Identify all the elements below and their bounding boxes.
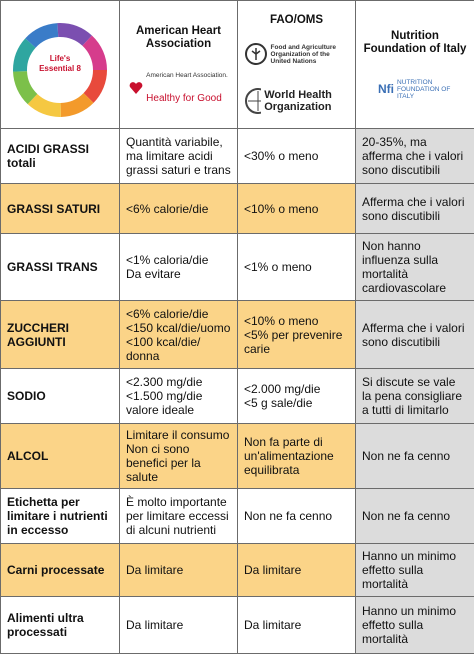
table-row: ZUCCHERI AGGIUNTI<6% calorie/die <150 kc… bbox=[1, 301, 474, 369]
table-cell: Non fa parte di un'alimentazione equilib… bbox=[238, 424, 356, 489]
table-cell: Da limitare bbox=[120, 544, 238, 597]
column-title: FAO/OMS bbox=[244, 14, 349, 27]
column-title: Nutrition Foundation of Italy bbox=[362, 30, 468, 56]
table-cell: <10% o meno bbox=[238, 184, 356, 234]
row-label: Etichetta per limitare i nutrienti in ec… bbox=[1, 489, 120, 544]
row-label: SODIO bbox=[1, 369, 120, 424]
table-cell: <30% o meno bbox=[238, 129, 356, 184]
les8-logo: Life's Essential 8 bbox=[10, 20, 110, 120]
table-cell: Non hanno influenza sulla mortalità card… bbox=[356, 234, 474, 301]
table-cell: Non ne fa cenno bbox=[356, 424, 474, 489]
table-cell: Limitare il consumo Non ci sono benefici… bbox=[120, 424, 238, 489]
table-cell: Da limitare bbox=[238, 544, 356, 597]
table-cell: Hanno un minimo effetto sulla mortalità bbox=[356, 544, 474, 597]
row-label: GRASSI TRANS bbox=[1, 234, 120, 301]
logo-text: Food and Agriculture Organization of the… bbox=[271, 44, 349, 65]
header-cell: FAO/OMS Food and Agriculture Organizatio… bbox=[238, 1, 356, 129]
table-cell: Non ne fa cenno bbox=[356, 489, 474, 544]
nfi-logo: Nfi NUTRITION FOUNDATION OF ITALY bbox=[362, 79, 468, 100]
row-label: Carni processate bbox=[1, 544, 120, 597]
nfi-icon: Nfi bbox=[378, 83, 394, 96]
table-row: GRASSI TRANS<1% caloria/die Da evitare<1… bbox=[1, 234, 474, 301]
table-row: SODIO<2.300 mg/die <1.500 mg/die valore … bbox=[1, 369, 474, 424]
row-label: ALCOL bbox=[1, 424, 120, 489]
table-cell: <6% calorie/die bbox=[120, 184, 238, 234]
header-row: Life's Essential 8 American Heart Associ… bbox=[1, 1, 474, 129]
row-label: ACIDI GRASSI totali bbox=[1, 129, 120, 184]
logo-text: NUTRITION FOUNDATION OF ITALY bbox=[397, 79, 452, 100]
logo-cell: Life's Essential 8 bbox=[1, 1, 120, 129]
table-cell: <10% o meno <5% per prevenire carie bbox=[238, 301, 356, 369]
table-cell: <6% calorie/die <150 kcal/die/uomo <100 … bbox=[120, 301, 238, 369]
who-logo: World Health Organization bbox=[244, 87, 349, 115]
header-cell: American Heart Association American Hear… bbox=[120, 1, 238, 129]
header-cell: Nutrition Foundation of Italy Nfi NUTRIT… bbox=[356, 1, 474, 129]
heart-icon bbox=[129, 81, 143, 95]
logo-small: American Heart Association. bbox=[146, 72, 228, 79]
table-cell: 20-35%, ma afferma che i valori sono dis… bbox=[356, 129, 474, 184]
who-icon bbox=[244, 87, 261, 115]
table-cell: Afferma che i valori sono discutibili bbox=[356, 301, 474, 369]
logo-text: Healthy for Good bbox=[146, 92, 228, 105]
table-cell: Non ne fa cenno bbox=[238, 489, 356, 544]
aha-logo: American Heart Association. Healthy for … bbox=[126, 72, 231, 105]
fao-logo: Food and Agriculture Organization of the… bbox=[244, 42, 349, 66]
row-label: GRASSI SATURI bbox=[1, 184, 120, 234]
table-cell: <1% o meno bbox=[238, 234, 356, 301]
logo-text: Life's Essential 8 bbox=[32, 54, 88, 74]
table-cell: Quantità variabile, ma limitare acidi gr… bbox=[120, 129, 238, 184]
table-row: Etichetta per limitare i nutrienti in ec… bbox=[1, 489, 474, 544]
table-cell: <2.000 mg/die <5 g sale/die bbox=[238, 369, 356, 424]
table-cell: <1% caloria/die Da evitare bbox=[120, 234, 238, 301]
table-cell: È molto importante per limitare eccessi … bbox=[120, 489, 238, 544]
fao-icon bbox=[244, 42, 268, 66]
table-cell: Afferma che i valori sono discutibili bbox=[356, 184, 474, 234]
logo-text: World Health Organization bbox=[264, 89, 349, 113]
table-cell: <2.300 mg/die <1.500 mg/die valore ideal… bbox=[120, 369, 238, 424]
row-label: ZUCCHERI AGGIUNTI bbox=[1, 301, 120, 369]
table-cell: Si discute se vale la pena consigliare a… bbox=[356, 369, 474, 424]
column-title: American Heart Association bbox=[126, 25, 231, 51]
